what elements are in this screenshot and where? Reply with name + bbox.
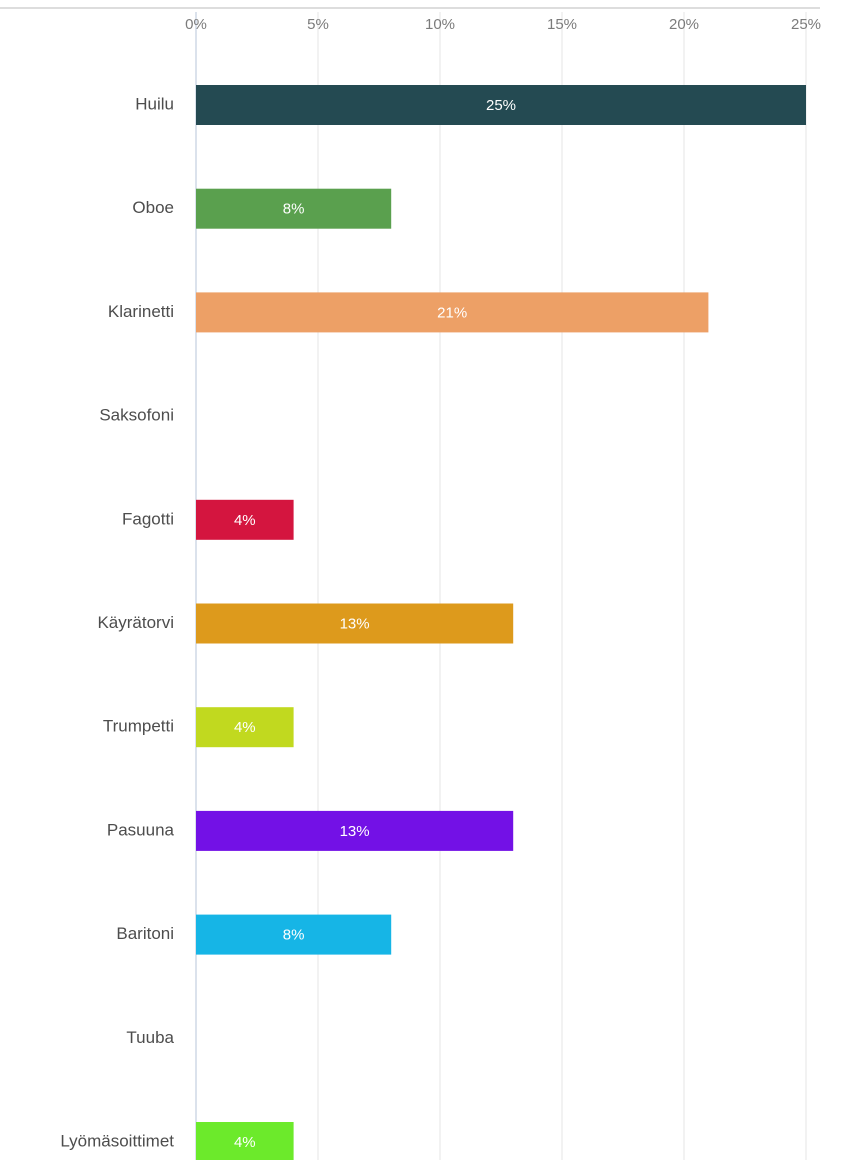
bar [196,292,709,333]
x-tick-label: 25% [791,16,821,33]
bar-value-label: 25% [486,97,516,114]
x-tick-label: 15% [547,16,577,33]
bar-value-label: 13% [340,823,370,840]
bars [196,85,806,1160]
bar [196,707,294,748]
bar [196,188,392,229]
category-label: Käyrätorvi [97,613,174,632]
bar [196,1122,294,1160]
category-label: Huilu [135,94,174,113]
bar-value-label: 21% [437,304,467,321]
category-labels: Huilu Oboe Klarinetti Saksofoni Fagotti Käyrä… [60,94,174,1150]
bar-value-label: 13% [340,615,370,632]
category-label: Pasuuna [107,820,175,839]
category-label: Baritoni [116,924,174,943]
bar [196,810,514,851]
bar-value-label: 8% [283,927,305,944]
bar-value-label: 4% [234,1134,256,1151]
bar [196,603,514,644]
gridlines [195,12,807,1160]
category-label: Klarinetti [108,302,174,321]
category-label: Tuuba [126,1028,174,1047]
bar [196,85,806,125]
category-label: Saksofoni [99,406,174,425]
category-label: Lyömäsoittimet [60,1131,174,1150]
category-label: Oboe [132,198,174,217]
category-label: Fagotti [122,509,174,528]
bar-value-label: 4% [234,719,256,736]
x-tick-label: 10% [425,16,455,33]
x-tick-label: 20% [669,16,699,33]
x-axis-ticks: 0% 5% 10% 15% 20% 25% [185,16,821,33]
bar-value-label: 8% [283,201,305,218]
category-label: Trumpetti [103,717,174,736]
bar [196,499,294,540]
x-tick-label: 0% [185,16,207,33]
x-tick-label: 5% [307,16,329,33]
bar-value-label: 4% [234,512,256,529]
bar [196,914,392,955]
bar-value-labels: 25% 8% 21% 4% 13% 4% 13% 8% 4% [234,97,516,1151]
